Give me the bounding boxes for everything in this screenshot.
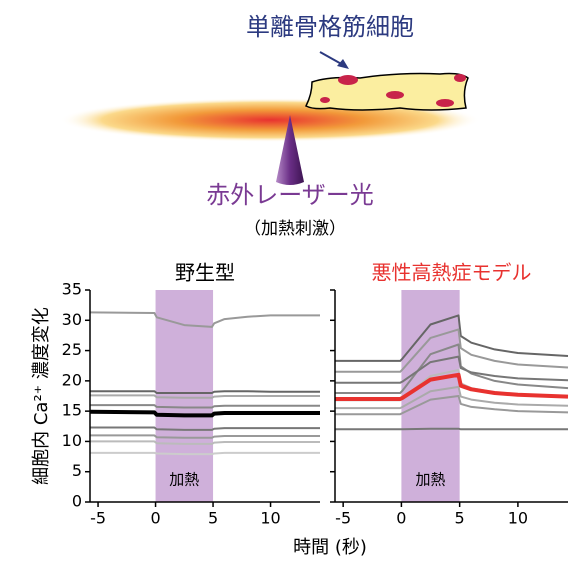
y-tick-label: 10 xyxy=(62,431,82,450)
nucleus xyxy=(338,75,358,85)
y-tick-label: 5 xyxy=(72,461,82,480)
chart-title: 野生型 xyxy=(175,261,235,285)
y-tick-label: 20 xyxy=(62,370,82,389)
y-tick-label: 30 xyxy=(62,310,82,329)
cell-label: 単離骨格筋細胞 xyxy=(246,13,414,41)
y-axis-label: 細胞内 Ca²⁺ 濃度変化 xyxy=(31,307,52,485)
x-axis-label: 時間 (秒) xyxy=(293,537,367,558)
arrow-head xyxy=(337,59,349,69)
x-tick-label: -5 xyxy=(90,509,106,528)
x-tick-label: 10 xyxy=(508,509,528,528)
nucleus xyxy=(386,91,404,99)
laser-label: 赤外レーザー光 xyxy=(206,181,374,209)
x-tick-label: 0 xyxy=(396,509,406,528)
y-tick-label: 35 xyxy=(62,280,82,299)
stimulus-label: （加熱刺激） xyxy=(244,219,346,239)
nucleus xyxy=(436,99,454,107)
nucleus xyxy=(454,74,466,82)
heating-label: 加熱 xyxy=(169,471,199,489)
diagram: 単離骨格筋細胞 赤外レーザー光 （加熱刺激） xyxy=(60,13,480,239)
x-tick-label: -5 xyxy=(335,509,351,528)
x-tick-label: 0 xyxy=(150,509,160,528)
figure: 単離骨格筋細胞 赤外レーザー光 （加熱刺激） 加熱 0 5 10 15 20 25 30 35 -… xyxy=(0,0,586,563)
chart-title: 悪性高熱症モデル xyxy=(372,261,532,285)
y-tick-label: 25 xyxy=(62,340,82,359)
x-tick-label: 5 xyxy=(208,509,218,528)
y-tick-label: 0 xyxy=(72,492,82,511)
trace xyxy=(335,429,568,430)
nucleus xyxy=(320,97,330,103)
x-tick-label: 10 xyxy=(260,509,280,528)
heating-label: 加熱 xyxy=(416,471,446,489)
y-tick-label: 15 xyxy=(62,401,82,420)
x-tick-label: 5 xyxy=(455,509,465,528)
